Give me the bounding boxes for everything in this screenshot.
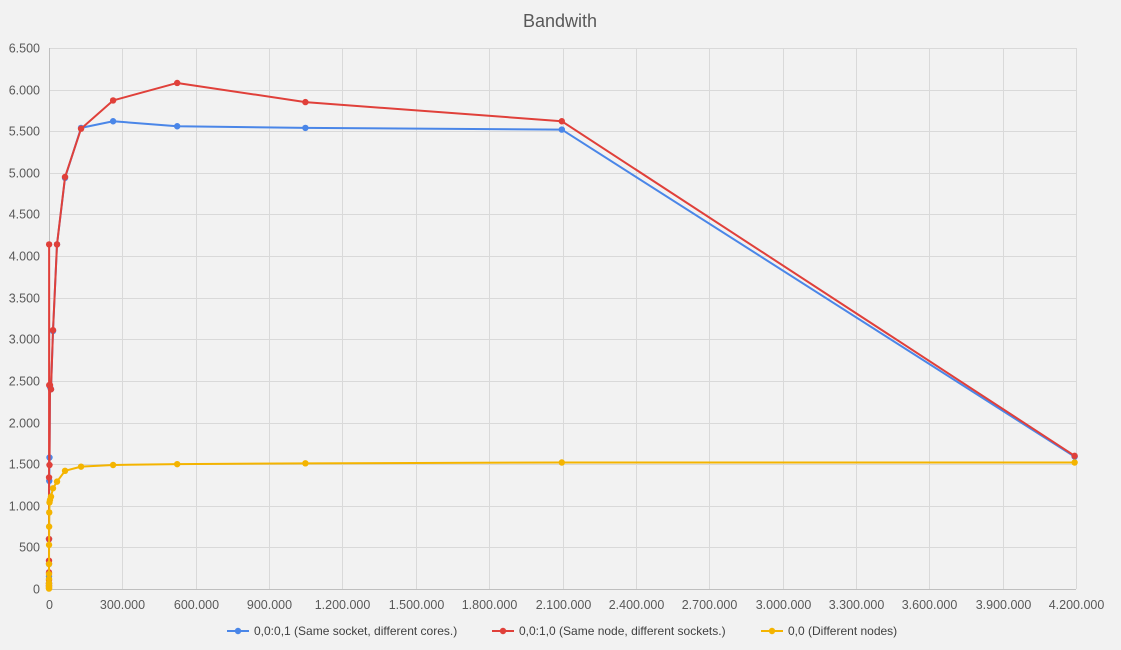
data-point (558, 459, 565, 466)
y-tick-label: 5.000 (9, 167, 40, 181)
series-group (45, 79, 1078, 592)
series-line (48, 81, 1076, 587)
data-point (174, 460, 181, 468)
data-point (174, 123, 181, 130)
data-point (109, 461, 117, 469)
series-line (48, 120, 1076, 586)
x-tick-label: 900.000 (247, 598, 292, 612)
y-tick-label: 0 (33, 583, 40, 597)
x-tick-label: 3.600.000 (902, 598, 958, 612)
legend-item: 0,0:1,0 (Same node, different sockets.) (492, 624, 726, 638)
y-tick-label: 3.500 (9, 292, 40, 306)
y-tick-label: 4.500 (9, 208, 40, 222)
series-1 (45, 118, 1078, 589)
data-point (45, 474, 53, 481)
data-point (1071, 452, 1078, 460)
legend-label: 0,0:0,1 (Same socket, different cores.) (254, 624, 457, 638)
y-tick-label: 4.000 (9, 250, 40, 264)
data-point (1071, 459, 1078, 466)
x-tick-label: 2.700.000 (682, 598, 738, 612)
y-tick-label: 3.000 (9, 333, 40, 347)
data-point (77, 125, 85, 132)
x-tick-label: 3.900.000 (976, 598, 1032, 612)
legend-marker (768, 627, 776, 635)
legend-item: 0,0 (Different nodes) (761, 624, 897, 638)
x-tick-label: 4.200.000 (1049, 598, 1105, 612)
data-point (302, 460, 309, 467)
x-tick-label: 1.800.000 (462, 598, 518, 612)
gridlines (49, 48, 1077, 589)
x-tick-label: 1.200.000 (315, 598, 371, 612)
y-tick-label: 6.500 (9, 42, 40, 56)
data-point (46, 461, 53, 469)
x-tick-label: 600.000 (174, 598, 219, 612)
y-tick-label: 500 (19, 541, 40, 555)
data-point (45, 523, 53, 530)
y-tick-label: 6.000 (9, 84, 40, 98)
series-2 (45, 79, 1078, 590)
data-point (47, 493, 55, 500)
data-point (558, 126, 565, 133)
chart-title: Bandwith (523, 11, 597, 31)
y-tick-label: 2.500 (9, 375, 40, 389)
data-point (46, 509, 53, 516)
data-point (174, 79, 181, 87)
legend-marker (499, 627, 507, 635)
y-tick-label: 1.000 (9, 500, 40, 514)
y-tick-label: 5.500 (9, 125, 40, 139)
data-point (302, 124, 309, 132)
legend-label: 0,0:1,0 (Same node, different sockets.) (519, 624, 726, 638)
data-point (53, 241, 61, 248)
legend: 0,0:0,1 (Same socket, different cores.) 0… (227, 624, 897, 638)
legend-item: 0,0:0,1 (Same socket, different cores.) (227, 624, 457, 638)
legend-marker (234, 627, 242, 635)
data-point (558, 118, 565, 125)
data-point (45, 560, 53, 568)
x-tick-label: 2.400.000 (609, 598, 665, 612)
data-point (49, 326, 57, 334)
data-point (302, 98, 309, 106)
data-point (45, 541, 53, 549)
data-point (61, 467, 69, 475)
series-3 (45, 459, 1078, 592)
data-point (49, 485, 57, 492)
x-tick-label: 3.000.000 (756, 598, 812, 612)
y-tick-label: 1.500 (9, 458, 40, 472)
data-point (77, 463, 85, 470)
legend-label: 0,0 (Different nodes) (788, 624, 897, 638)
x-tick-label: 3.300.000 (829, 598, 885, 612)
tick-labels: 0 500 1.000 1.500 2.000 2.500 3.000 3.500 4.000 4… (9, 42, 1105, 613)
y-tick-label: 2.000 (9, 417, 40, 431)
data-point (53, 478, 61, 485)
data-point (45, 575, 53, 583)
data-point (109, 118, 117, 125)
data-point (45, 241, 53, 248)
data-point (109, 97, 117, 104)
series-line (48, 461, 1075, 590)
x-tick-label: 2.100.000 (536, 598, 592, 612)
x-tick-label: 1.500.000 (389, 598, 445, 612)
data-point (45, 570, 53, 578)
x-tick-label: 0 (46, 598, 53, 612)
x-tick-label: 300.000 (100, 598, 145, 612)
data-point (61, 173, 69, 181)
data-point (47, 386, 55, 393)
